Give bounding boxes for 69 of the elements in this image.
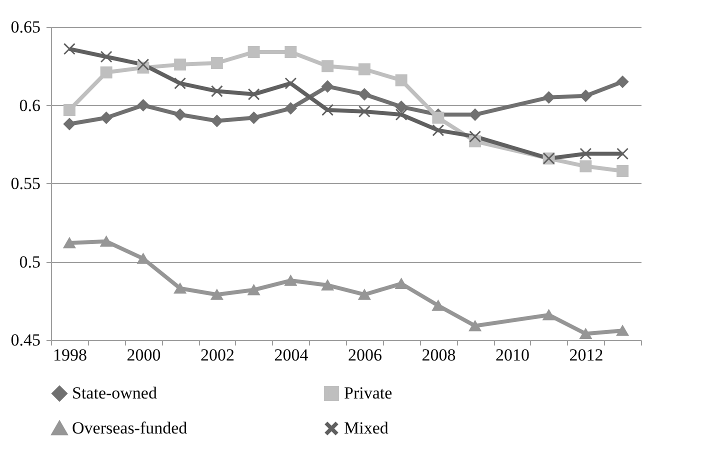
point <box>284 102 297 114</box>
y-tick-label: 0.55 <box>10 174 40 193</box>
point <box>248 284 260 296</box>
point <box>432 112 444 124</box>
x-tick-label: 2012 <box>569 346 604 364</box>
x-tick-label: 2000 <box>126 346 161 364</box>
point <box>248 88 260 100</box>
point <box>616 148 629 160</box>
point <box>322 60 334 72</box>
legend-label: Private <box>344 384 392 403</box>
point <box>63 238 76 248</box>
point <box>580 148 592 160</box>
x-tick-label: 2004 <box>274 346 309 364</box>
point <box>616 325 629 336</box>
point <box>63 118 76 130</box>
point <box>210 85 223 98</box>
point <box>174 77 186 90</box>
point <box>248 46 260 58</box>
point <box>616 164 629 177</box>
point <box>542 91 555 104</box>
y-tick-label: 0.45 <box>10 330 40 350</box>
point <box>358 63 370 76</box>
point <box>358 88 370 100</box>
point <box>174 58 186 71</box>
point <box>248 112 260 124</box>
point <box>432 300 444 311</box>
point <box>432 124 444 136</box>
point <box>210 289 223 300</box>
x-tick-label: 1998 <box>52 346 87 364</box>
y-tick-label: 0.5 <box>19 252 40 272</box>
point <box>100 66 112 78</box>
y-tick-label: 0.65 <box>10 18 40 36</box>
point <box>580 160 592 172</box>
point <box>469 130 482 143</box>
point <box>358 289 370 300</box>
point <box>100 50 112 63</box>
point <box>284 46 297 58</box>
point <box>174 283 186 294</box>
point <box>322 280 334 291</box>
point <box>542 310 555 320</box>
x-tick-label: 2002 <box>200 346 234 364</box>
legend-label: Mixed <box>344 418 389 438</box>
point <box>469 320 482 332</box>
x-tick-label: 2008 <box>422 346 456 364</box>
point <box>580 90 592 102</box>
point <box>210 114 223 127</box>
point <box>358 106 370 118</box>
point <box>100 236 112 247</box>
point <box>469 108 482 121</box>
point <box>395 278 408 289</box>
point <box>395 74 408 86</box>
point <box>100 112 112 124</box>
point <box>322 80 334 92</box>
point <box>284 275 297 286</box>
point <box>137 58 150 71</box>
point <box>174 108 186 121</box>
point <box>580 328 592 340</box>
y-tick-label: 0.6 <box>19 96 40 115</box>
point <box>63 104 76 116</box>
legend-label: Overseas-funded <box>72 418 188 438</box>
legend-label: State-owned <box>72 384 158 403</box>
point <box>616 76 629 88</box>
point <box>395 108 408 121</box>
point <box>210 57 223 69</box>
point <box>395 100 408 113</box>
point <box>63 42 76 55</box>
x-tick-label: 2006 <box>348 346 382 364</box>
point <box>137 99 150 112</box>
x-tick-label: 2010 <box>495 346 530 364</box>
